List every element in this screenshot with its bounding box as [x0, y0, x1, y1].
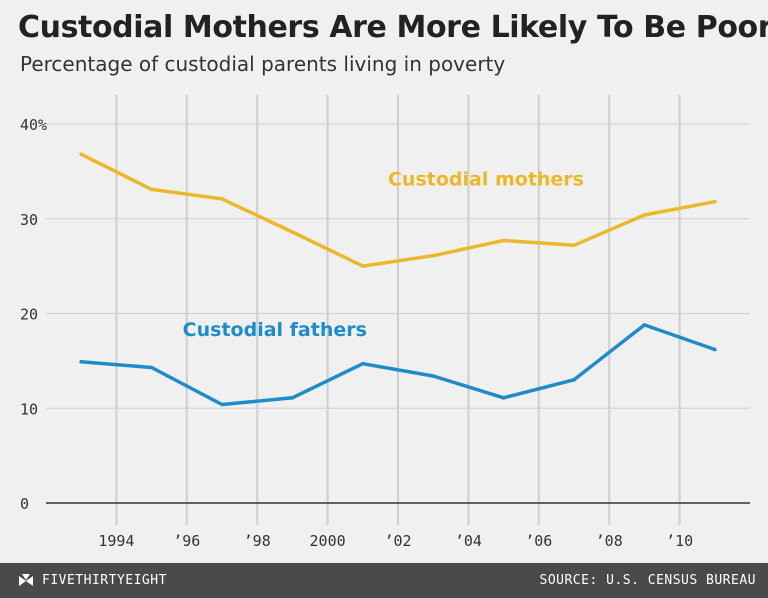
data-point-mothers	[290, 230, 295, 234]
x-tick-label: ’04	[455, 532, 482, 550]
axis-ticks: 1994 ’96 ’98 2000 ’02 ’04 ’06 ’08 ’10 0 10 20 30 40%	[20, 116, 693, 550]
source-note: SOURCE: U.S. CENSUS BUREAU	[539, 573, 756, 588]
data-point-fathers	[713, 347, 717, 352]
data-point-mothers	[713, 199, 717, 204]
data-point-mothers	[431, 253, 436, 258]
series-label-fathers: Custodial fathers	[183, 319, 367, 341]
x-tick-label: ’02	[384, 532, 411, 550]
data-point-fathers	[361, 361, 365, 366]
data-point-mothers	[79, 152, 83, 157]
brand-label: FIVETHIRTYEIGHT	[42, 573, 167, 588]
series-line-fathers	[79, 323, 717, 407]
y-tick-label: 0	[20, 495, 29, 513]
x-tick-label: ’98	[244, 532, 271, 550]
series-labels: Custodial mothers Custodial fathers	[183, 169, 584, 342]
line-chart: 1994’96’98 2000’02’04’06’08’10010203040% …	[20, 95, 750, 550]
series-line-mothers	[79, 152, 717, 268]
y-tick-label: 20	[20, 306, 38, 324]
data-point-mothers	[642, 213, 647, 217]
data-point-fathers	[501, 396, 506, 400]
data-point-fathers	[79, 360, 83, 364]
fivethirtyeight-logo-icon	[19, 573, 33, 586]
data-point-fathers	[642, 323, 647, 327]
chart-title: Custodial Mothers Are More Likely To Be …	[18, 10, 768, 45]
data-point-fathers	[431, 374, 436, 378]
brand: FIVETHIRTYEIGHT	[18, 563, 167, 598]
gridlines	[46, 95, 750, 525]
x-tick-label: 2000	[310, 532, 346, 550]
data-point-mothers	[149, 187, 154, 192]
data-point-mothers	[501, 238, 506, 243]
y-tick-label: 10	[20, 400, 38, 418]
series-lines	[79, 152, 717, 407]
data-point-mothers	[361, 264, 365, 268]
x-tick-label: ’06	[525, 532, 552, 550]
footer-bar: FIVETHIRTYEIGHT SOURCE: U.S. CENSUS BURE…	[0, 563, 768, 598]
chart-subtitle: Percentage of custodial parents living i…	[20, 52, 506, 76]
series-label-mothers: Custodial mothers	[388, 169, 584, 191]
x-tick-label: 1994	[98, 532, 134, 550]
data-point-fathers	[149, 365, 154, 370]
data-point-fathers	[572, 378, 576, 382]
y-tick-label: 40%	[20, 116, 47, 134]
data-point-fathers	[220, 402, 224, 407]
x-tick-label: ’10	[666, 532, 693, 550]
x-tick-label: ’08	[596, 532, 623, 550]
y-tick-label: 30	[20, 211, 38, 229]
data-point-fathers	[290, 396, 295, 400]
x-tick-label: ’96	[173, 532, 200, 550]
data-point-mothers	[220, 197, 224, 201]
data-point-mothers	[572, 243, 576, 248]
